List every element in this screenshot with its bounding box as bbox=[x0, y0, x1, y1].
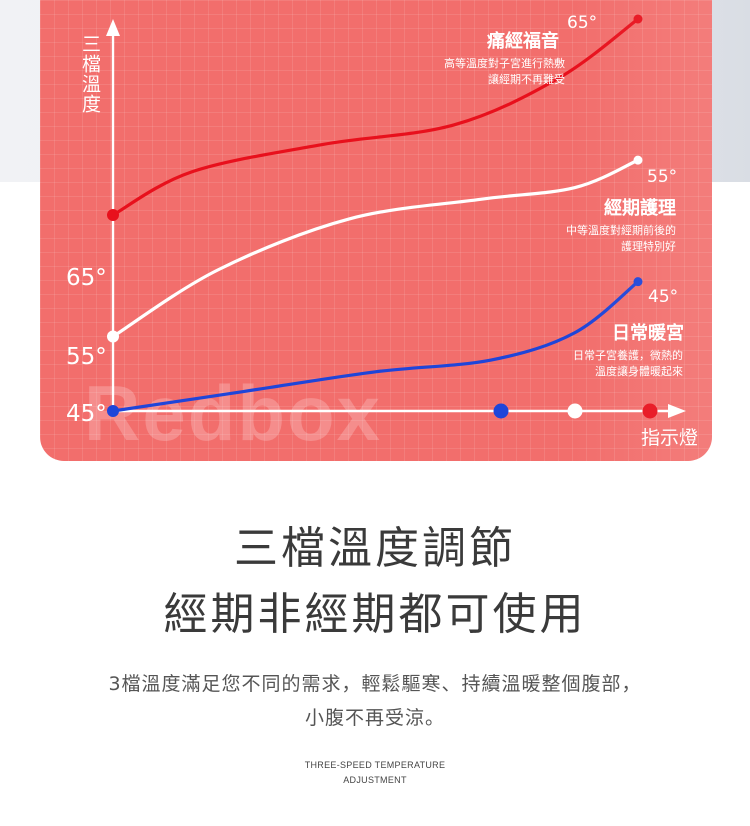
series-name: 痛經福音 bbox=[487, 30, 559, 52]
y-axis-label: 三檔溫度 bbox=[79, 34, 101, 114]
english-caption-line-1: THREE-SPEED TEMPERATURE bbox=[304, 760, 446, 770]
series-line bbox=[111, 280, 640, 413]
y-tick-label: 55° bbox=[66, 344, 107, 370]
indicator-dot bbox=[493, 403, 509, 419]
y-tick-label: 65° bbox=[66, 265, 107, 291]
series-name: 日常暖宮 bbox=[612, 322, 684, 344]
series-line bbox=[111, 158, 640, 339]
series-end-label: 45° bbox=[648, 287, 678, 307]
headline-line-1: 三檔溫度調節 bbox=[234, 523, 516, 574]
series-name: 經期護理 bbox=[604, 197, 676, 219]
temperature-chart-card: Redbox 三檔溫度指示燈 65° 55° 45° 65° 痛經福音高等溫度對子宮進行… bbox=[40, 0, 712, 461]
series-end-point bbox=[633, 14, 643, 24]
series-start-point bbox=[107, 330, 119, 343]
series-end-label: 55° bbox=[647, 167, 677, 187]
series-description: 日常子宮養護，微熱的 bbox=[573, 348, 683, 362]
series-end-point bbox=[633, 277, 643, 287]
description-line-2: 小腹不再受涼。 bbox=[304, 707, 445, 729]
x-axis-label: 指示燈 bbox=[641, 427, 698, 449]
x-axis-arrow-icon bbox=[668, 404, 686, 418]
y-tick-label: 45° bbox=[66, 401, 107, 427]
headline-line-2: 經期非經期都可使用 bbox=[163, 589, 587, 640]
series-description: 溫度讓身體暖起來 bbox=[595, 364, 683, 378]
y-axis-arrow-icon bbox=[106, 19, 120, 36]
series-end-label: 65° bbox=[567, 13, 597, 33]
series-end-point bbox=[633, 155, 643, 165]
series-start-point bbox=[107, 405, 119, 417]
watermark: Redbox bbox=[84, 369, 382, 457]
english-caption-line-2: ADJUSTMENT bbox=[343, 775, 407, 785]
series-line bbox=[111, 17, 640, 217]
indicator-dot bbox=[567, 403, 583, 419]
indicator-dot bbox=[642, 403, 658, 419]
series-description: 中等溫度對經期前後的 bbox=[566, 223, 676, 237]
series-description: 護理特別好 bbox=[621, 239, 676, 253]
description-line-1: 3檔溫度滿足您不同的需求，輕鬆驅寒、持續溫暖整個腹部， bbox=[108, 673, 642, 695]
series-description: 讓經期不再難受 bbox=[488, 72, 565, 86]
series-description: 高等溫度對子宮進行熱敷 bbox=[444, 56, 565, 70]
series-start-point bbox=[107, 209, 119, 221]
